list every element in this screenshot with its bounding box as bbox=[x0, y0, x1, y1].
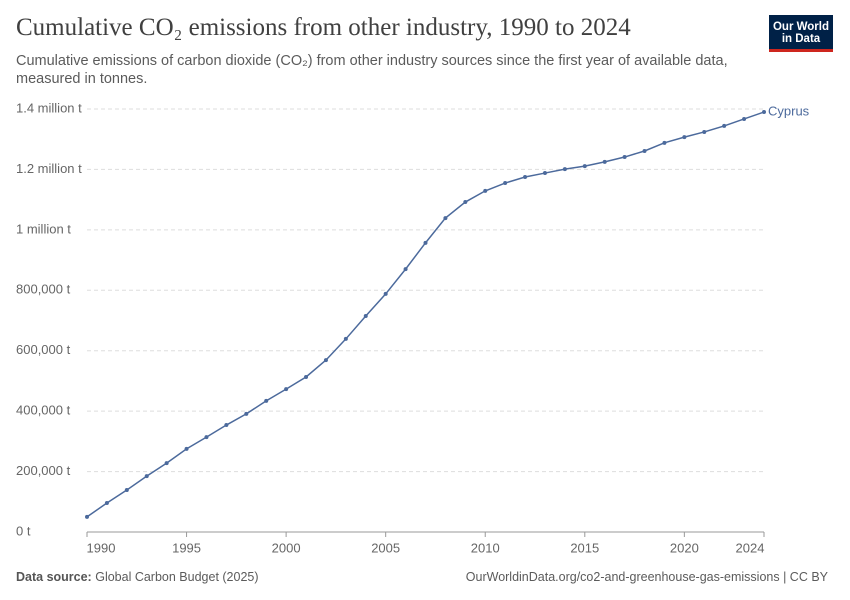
point bbox=[443, 216, 448, 221]
point bbox=[403, 267, 408, 272]
point bbox=[343, 336, 348, 341]
point bbox=[204, 435, 209, 440]
x-tick-label: 1990 bbox=[87, 540, 116, 555]
point bbox=[124, 488, 129, 493]
x-tick-label: 2020 bbox=[670, 540, 699, 555]
point bbox=[682, 135, 687, 140]
y-tick-label: 400,000 t bbox=[16, 403, 71, 418]
x-tick-label: 2005 bbox=[371, 540, 400, 555]
x-tick-label: 1995 bbox=[172, 540, 201, 555]
point bbox=[562, 167, 567, 172]
point bbox=[622, 155, 627, 160]
y-tick-label: 600,000 t bbox=[16, 342, 71, 357]
chart-title: Cumulative CO₂ emissions from other indu… bbox=[16, 14, 631, 41]
point bbox=[104, 500, 109, 505]
point bbox=[762, 110, 766, 115]
point bbox=[722, 123, 727, 128]
footer-source: Data source: Global Carbon Budget (2025) bbox=[16, 570, 259, 584]
point bbox=[323, 358, 328, 363]
point bbox=[304, 375, 309, 380]
point bbox=[144, 474, 149, 479]
footer-credit[interactable]: OurWorldinData.org/co2-and-greenhouse-ga… bbox=[465, 570, 828, 584]
y-tick-label: 1.4 million t bbox=[16, 100, 82, 115]
point bbox=[742, 116, 747, 121]
point bbox=[383, 291, 388, 296]
point bbox=[642, 148, 647, 153]
point bbox=[503, 181, 508, 186]
y-tick-label: 0 t bbox=[16, 523, 31, 538]
point bbox=[423, 240, 428, 245]
source-label: Data source: bbox=[16, 570, 92, 584]
logo-line: in Data bbox=[781, 33, 821, 45]
y-tick-label: 200,000 t bbox=[16, 463, 71, 478]
x-tick-label: 2024 bbox=[736, 540, 765, 555]
point bbox=[244, 411, 249, 416]
point bbox=[85, 514, 89, 519]
x-tick-label: 2000 bbox=[272, 540, 301, 555]
source: Global Carbon Budget (2025) bbox=[95, 570, 259, 584]
point bbox=[164, 461, 169, 466]
point bbox=[523, 174, 528, 179]
logo[interactable]: Our World in Data bbox=[769, 15, 833, 52]
y-tick-label: 1.2 million t bbox=[16, 161, 82, 176]
logo-line: Our World bbox=[772, 21, 829, 33]
point bbox=[582, 164, 587, 169]
point bbox=[483, 188, 488, 193]
point bbox=[264, 398, 269, 403]
point bbox=[224, 423, 229, 428]
line bbox=[86, 111, 765, 518]
x-tick-label: 2010 bbox=[471, 540, 500, 555]
point bbox=[542, 171, 547, 176]
y-tick-label: 800,000 t bbox=[16, 282, 71, 297]
series-label: Cyprus bbox=[768, 103, 810, 118]
point bbox=[662, 140, 667, 145]
point bbox=[363, 313, 368, 318]
point bbox=[284, 387, 289, 392]
point bbox=[702, 129, 707, 134]
point bbox=[463, 200, 468, 205]
y-tick-label: 1 million t bbox=[16, 221, 71, 236]
x-tick-label: 2015 bbox=[570, 540, 599, 555]
point bbox=[184, 446, 189, 451]
chart-subtitle: Cumulative emissions of carbon dioxide (… bbox=[16, 53, 728, 87]
point bbox=[602, 159, 607, 164]
